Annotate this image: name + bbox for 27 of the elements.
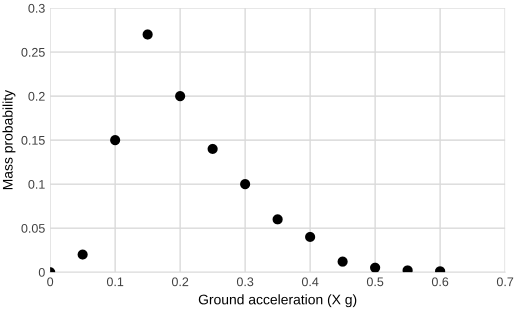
point (208, 144, 218, 154)
y-tick-label: 0 (38, 268, 45, 277)
y-tick-label: 0.2 (28, 92, 45, 101)
x-tick-label: 0 (47, 277, 54, 286)
y-tick-label: 0.25 (21, 48, 45, 57)
point (110, 135, 120, 146)
point (240, 179, 250, 190)
x-tick-label: 0.2 (172, 277, 188, 286)
y-tick-label: 0.3 (28, 4, 45, 13)
point (338, 256, 348, 267)
x-tick-label: 0.5 (366, 277, 384, 286)
point (305, 232, 316, 242)
x-tick-label: 0.6 (432, 277, 448, 286)
point (142, 29, 153, 40)
point (175, 91, 186, 102)
x-tick-label: 0.4 (302, 277, 318, 286)
x-axis-title: Ground acceleration (X g) (198, 294, 356, 308)
x-tick-label: 0.7 (496, 277, 514, 286)
y-axis-title: Mass probability (2, 90, 16, 190)
y-tick-label: 0.1 (28, 180, 45, 189)
point (78, 249, 88, 260)
x-tick-label: 0.1 (106, 277, 124, 286)
x-tick-label: 0.3 (236, 277, 254, 286)
point (370, 262, 380, 272)
y-tick-label: 0.15 (21, 136, 45, 145)
y-tick-label: 0.05 (21, 224, 45, 233)
point (272, 214, 283, 224)
